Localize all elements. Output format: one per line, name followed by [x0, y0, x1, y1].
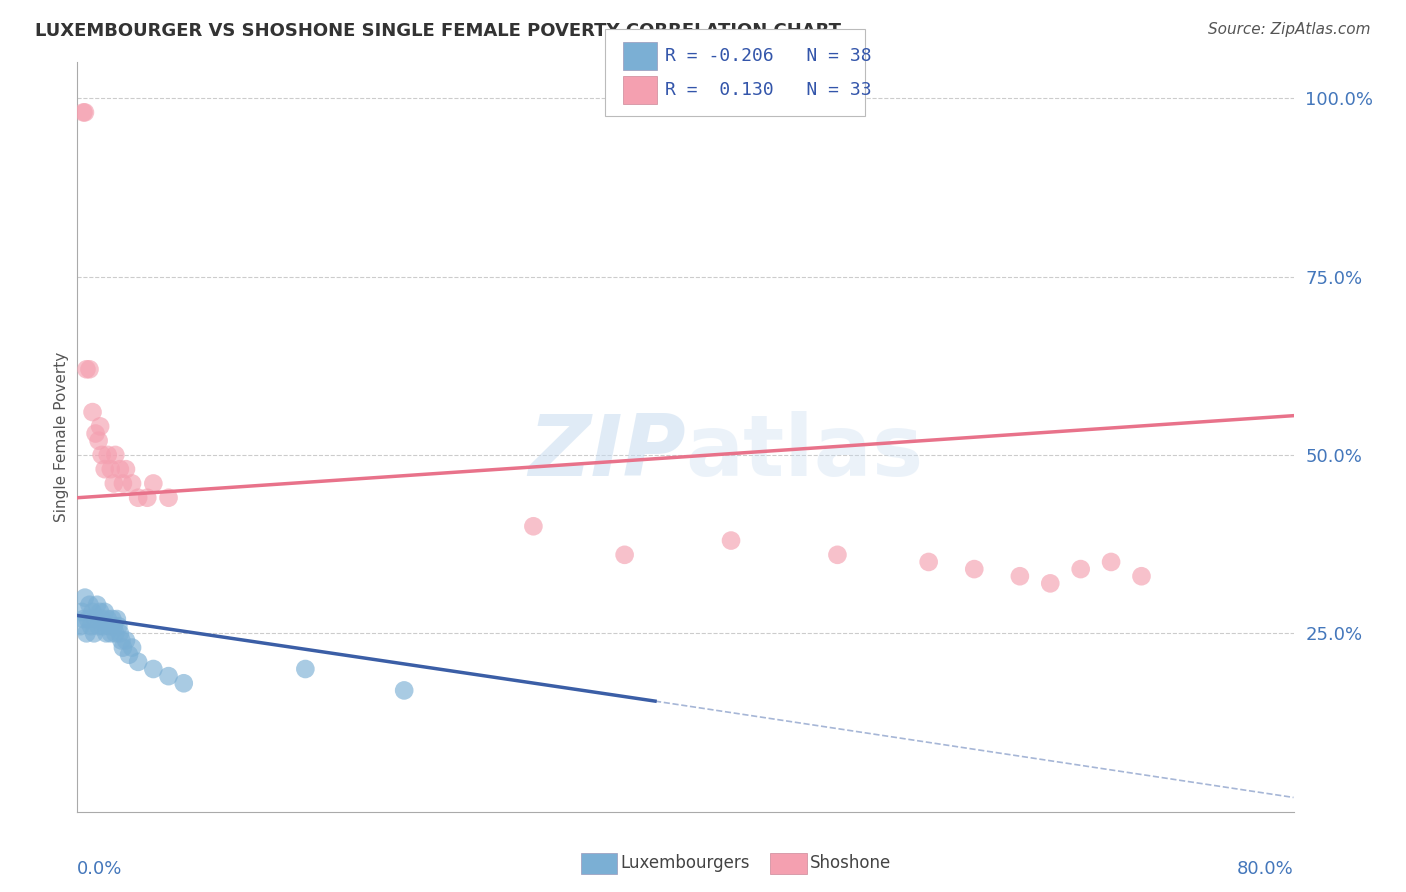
- Point: [77, 612, 100, 626]
- Point: [1039, 576, 1062, 591]
- Point: [100, 626, 122, 640]
- Point: [522, 519, 544, 533]
- Point: [89, 419, 111, 434]
- Point: [115, 462, 138, 476]
- Text: LUXEMBOURGER VS SHOSHONE SINGLE FEMALE POVERTY CORRELATION CHART: LUXEMBOURGER VS SHOSHONE SINGLE FEMALE P…: [35, 22, 841, 40]
- Point: [91, 619, 114, 633]
- Point: [97, 612, 120, 626]
- Point: [101, 612, 124, 626]
- Text: 0.0%: 0.0%: [77, 861, 122, 879]
- Text: Shoshone: Shoshone: [810, 855, 891, 872]
- Point: [93, 605, 115, 619]
- Point: [294, 662, 316, 676]
- Text: 80.0%: 80.0%: [1237, 861, 1294, 879]
- Point: [83, 626, 105, 640]
- Point: [963, 562, 986, 576]
- Point: [720, 533, 742, 548]
- Point: [918, 555, 941, 569]
- Point: [70, 605, 93, 619]
- Text: atlas: atlas: [686, 410, 924, 493]
- Point: [121, 640, 143, 655]
- Point: [142, 662, 165, 676]
- Point: [111, 640, 134, 655]
- Point: [80, 619, 103, 633]
- Point: [82, 605, 104, 619]
- Text: Luxembourgers: Luxembourgers: [620, 855, 749, 872]
- Point: [100, 462, 122, 476]
- Point: [87, 434, 110, 448]
- Point: [1130, 569, 1153, 583]
- Point: [73, 105, 96, 120]
- Point: [89, 605, 111, 619]
- Point: [96, 626, 118, 640]
- Text: R = -0.206   N = 38: R = -0.206 N = 38: [665, 47, 872, 65]
- Point: [104, 448, 127, 462]
- Point: [87, 619, 110, 633]
- Point: [157, 491, 180, 505]
- Point: [827, 548, 849, 562]
- Point: [107, 619, 129, 633]
- Point: [79, 362, 101, 376]
- Point: [613, 548, 636, 562]
- Text: ZIP: ZIP: [527, 410, 686, 493]
- Point: [104, 626, 127, 640]
- Point: [103, 619, 125, 633]
- Point: [72, 612, 94, 626]
- Point: [108, 462, 131, 476]
- Point: [111, 476, 134, 491]
- Point: [84, 426, 107, 441]
- Point: [82, 405, 104, 419]
- Point: [84, 612, 107, 626]
- Point: [73, 591, 96, 605]
- Point: [98, 619, 121, 633]
- Point: [115, 633, 138, 648]
- Point: [118, 648, 141, 662]
- Point: [108, 626, 131, 640]
- Point: [90, 612, 112, 626]
- Point: [75, 626, 97, 640]
- Point: [105, 612, 128, 626]
- Text: Source: ZipAtlas.com: Source: ZipAtlas.com: [1208, 22, 1371, 37]
- Point: [69, 619, 91, 633]
- Point: [173, 676, 195, 690]
- Point: [103, 476, 125, 491]
- Point: [142, 476, 165, 491]
- Point: [79, 598, 101, 612]
- Point: [136, 491, 159, 505]
- Point: [1008, 569, 1031, 583]
- Point: [1070, 562, 1092, 576]
- Point: [86, 598, 108, 612]
- Point: [93, 462, 115, 476]
- Point: [121, 476, 143, 491]
- Point: [72, 105, 94, 120]
- Point: [90, 448, 112, 462]
- Point: [127, 491, 149, 505]
- Point: [157, 669, 180, 683]
- Point: [110, 633, 132, 648]
- Point: [1099, 555, 1122, 569]
- Text: R =  0.130   N = 33: R = 0.130 N = 33: [665, 81, 872, 99]
- Point: [127, 655, 149, 669]
- Point: [75, 362, 97, 376]
- Point: [392, 683, 415, 698]
- Y-axis label: Single Female Poverty: Single Female Poverty: [53, 352, 69, 522]
- Point: [97, 448, 120, 462]
